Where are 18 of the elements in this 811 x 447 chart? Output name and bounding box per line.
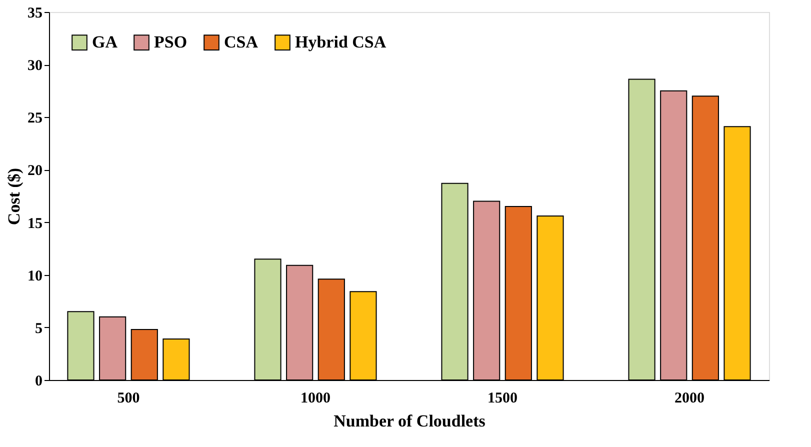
x-tick-label: 1500 (488, 390, 518, 406)
legend-label: GA (92, 32, 118, 52)
y-tick-label: 10 (28, 268, 42, 284)
y-tick-label: 5 (35, 320, 42, 337)
x-tick-label: 1000 (300, 390, 330, 406)
y-tick-label: 0 (35, 374, 42, 390)
y-tick-label: 30 (28, 58, 42, 74)
x-tick-label: 2000 (674, 390, 705, 406)
legend-label: Hybrid CSA (295, 32, 387, 52)
y-tick-label: 25 (28, 110, 42, 127)
x-axis-title: Number of Cloudlets (334, 412, 486, 430)
legend-label: PSO (154, 32, 188, 52)
y-tick-label: 20 (28, 163, 42, 180)
y-tick-label: 35 (28, 6, 42, 22)
y-tick-label: 15 (28, 216, 42, 232)
x-tick-label: 500 (117, 390, 140, 406)
legend-label: CSA (224, 32, 259, 52)
y-axis-title: Cost ($) (4, 168, 24, 226)
